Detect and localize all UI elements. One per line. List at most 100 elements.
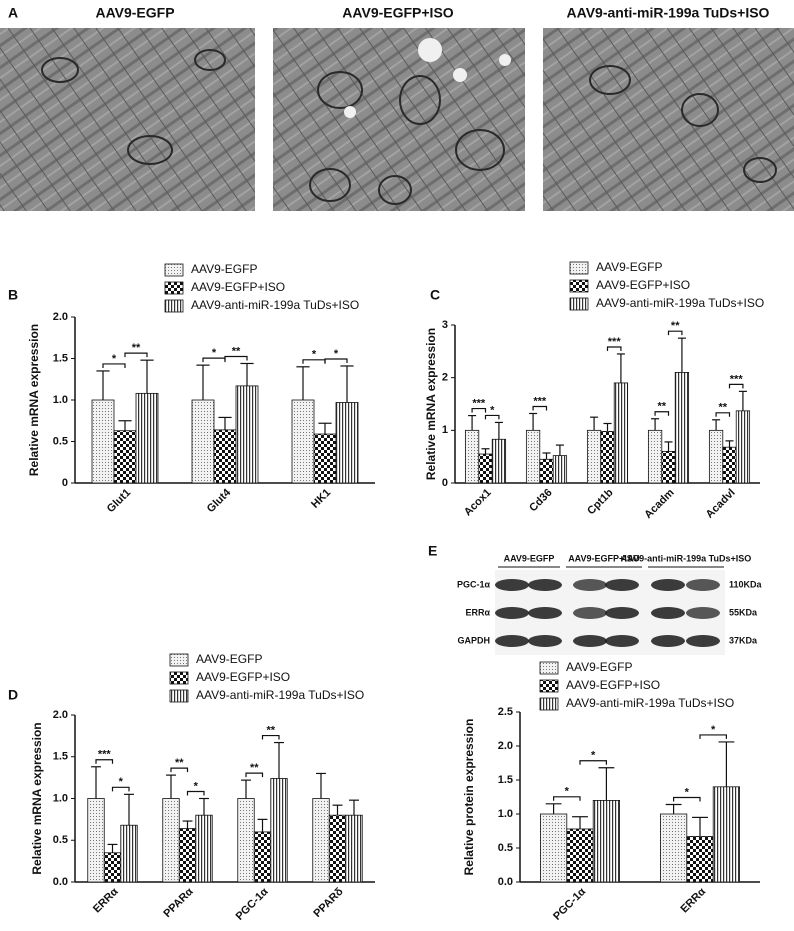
significance-bracket <box>673 796 701 802</box>
bar <box>478 453 493 484</box>
blot-band <box>686 579 720 591</box>
error-bar <box>241 779 251 799</box>
significance-label: * <box>591 750 596 762</box>
blot-protein: GAPDH <box>457 635 490 645</box>
bar <box>592 800 621 883</box>
bar <box>539 458 554 484</box>
y-tick-label: 2.0 <box>498 740 513 752</box>
bar <box>552 455 568 484</box>
bar <box>191 399 215 484</box>
significance-bracket <box>224 355 248 361</box>
legend-swatch <box>539 661 559 675</box>
blot-band <box>605 579 639 591</box>
significance-bracket <box>606 346 622 351</box>
significance-bracket <box>484 414 500 420</box>
significance-bracket <box>471 407 487 413</box>
legend-swatch <box>164 263 184 277</box>
significance-label: *** <box>472 397 486 409</box>
blot-size: 37KDa <box>729 635 758 645</box>
y-tick-label: 1.5 <box>53 352 68 364</box>
error-bar <box>616 353 625 383</box>
error-bar <box>603 422 612 432</box>
blot-group: AAV9-anti-miR-199a TuDs+ISO <box>621 553 751 563</box>
legend-label: AAV9-EGFP+ISO <box>196 670 290 684</box>
x-tick-label: HK1 <box>309 487 333 511</box>
legend-label: AAV9-anti-miR-199a TuDs+ISO <box>191 298 359 312</box>
significance-bracket <box>186 790 205 796</box>
y-tick-label: 2.5 <box>498 706 513 718</box>
blot-band <box>605 607 639 619</box>
y-tick-label: 0.5 <box>53 834 68 846</box>
error-bar <box>316 772 326 799</box>
y-tick-label: 1.5 <box>498 774 513 786</box>
y-tick-label: 0.5 <box>53 435 68 447</box>
x-tick-label: PPARα <box>161 886 195 920</box>
y-tick-label: 1.0 <box>53 394 68 406</box>
micrograph <box>543 28 794 211</box>
x-tick-label: ERRα <box>91 886 121 916</box>
blot-group: AAV9-EGFP <box>504 553 555 563</box>
blot-band <box>686 607 720 619</box>
micrograph <box>0 28 255 211</box>
error-bar <box>718 741 735 787</box>
x-tick-label: Glut4 <box>205 486 234 515</box>
bar <box>162 798 180 883</box>
bar <box>586 429 602 484</box>
error-bar <box>199 797 209 816</box>
error-bar <box>738 390 747 411</box>
error-bar <box>340 365 354 403</box>
error-bar <box>91 766 101 799</box>
error-bar <box>651 418 660 431</box>
y-tick-label: 1 <box>442 424 448 436</box>
bar <box>660 813 688 883</box>
y-axis-label: Relative mRNA expression <box>30 722 44 874</box>
blot-band <box>528 579 562 591</box>
significance-bracket <box>728 383 744 389</box>
blot-band <box>605 635 639 647</box>
significance-label: ** <box>658 401 667 413</box>
error-bar <box>494 421 503 440</box>
error-bar <box>712 419 721 431</box>
micrographs: A AAV9-EGFP AAV9-EGFP+ISO AAV9-anti-miR-… <box>0 5 794 211</box>
legend-swatch <box>569 261 589 275</box>
significance-bracket <box>245 772 264 778</box>
significance-label: *** <box>608 336 622 348</box>
legend-swatch <box>169 689 189 703</box>
legend-label: AAV9-EGFP+ISO <box>191 280 285 294</box>
error-bar <box>664 441 673 452</box>
y-tick-label: 2.0 <box>53 311 68 323</box>
error-bar <box>545 803 562 814</box>
error-bar <box>257 818 268 832</box>
bar <box>712 786 741 883</box>
blot-band <box>573 579 607 591</box>
blot-band <box>686 635 720 647</box>
bar <box>600 430 615 484</box>
significance-label: * <box>565 786 570 798</box>
error-bar <box>555 444 564 456</box>
micrograph-title: AAV9-anti-miR-199a TuDs+ISO <box>567 5 770 21</box>
error-bar <box>692 816 708 837</box>
error-bar <box>481 448 490 455</box>
y-tick-label: 0.0 <box>498 876 513 888</box>
error-bar <box>166 774 176 799</box>
error-bar <box>665 803 682 814</box>
legend-label: AAV9-EGFP <box>196 652 262 666</box>
error-bar <box>274 741 284 779</box>
error-bar <box>590 416 599 431</box>
blot-size: 110KDa <box>729 579 763 589</box>
legend-label: AAV9-EGFP+ISO <box>596 278 690 292</box>
error-bar <box>182 820 193 829</box>
bar <box>178 828 197 883</box>
error-bar <box>318 422 332 435</box>
significance-label: * <box>194 780 199 792</box>
panel-letter: A <box>8 5 18 21</box>
significance-label: * <box>334 348 339 360</box>
legend-label: AAV9-anti-miR-199a TuDs+ISO <box>596 296 764 310</box>
bar <box>103 852 122 883</box>
significance-label: ** <box>719 402 728 414</box>
significance-bracket <box>95 759 114 764</box>
bar <box>345 814 363 883</box>
y-tick-label: 0.0 <box>53 876 68 888</box>
y-tick-label: 0.5 <box>498 842 513 854</box>
y-tick-label: 3 <box>442 319 448 331</box>
